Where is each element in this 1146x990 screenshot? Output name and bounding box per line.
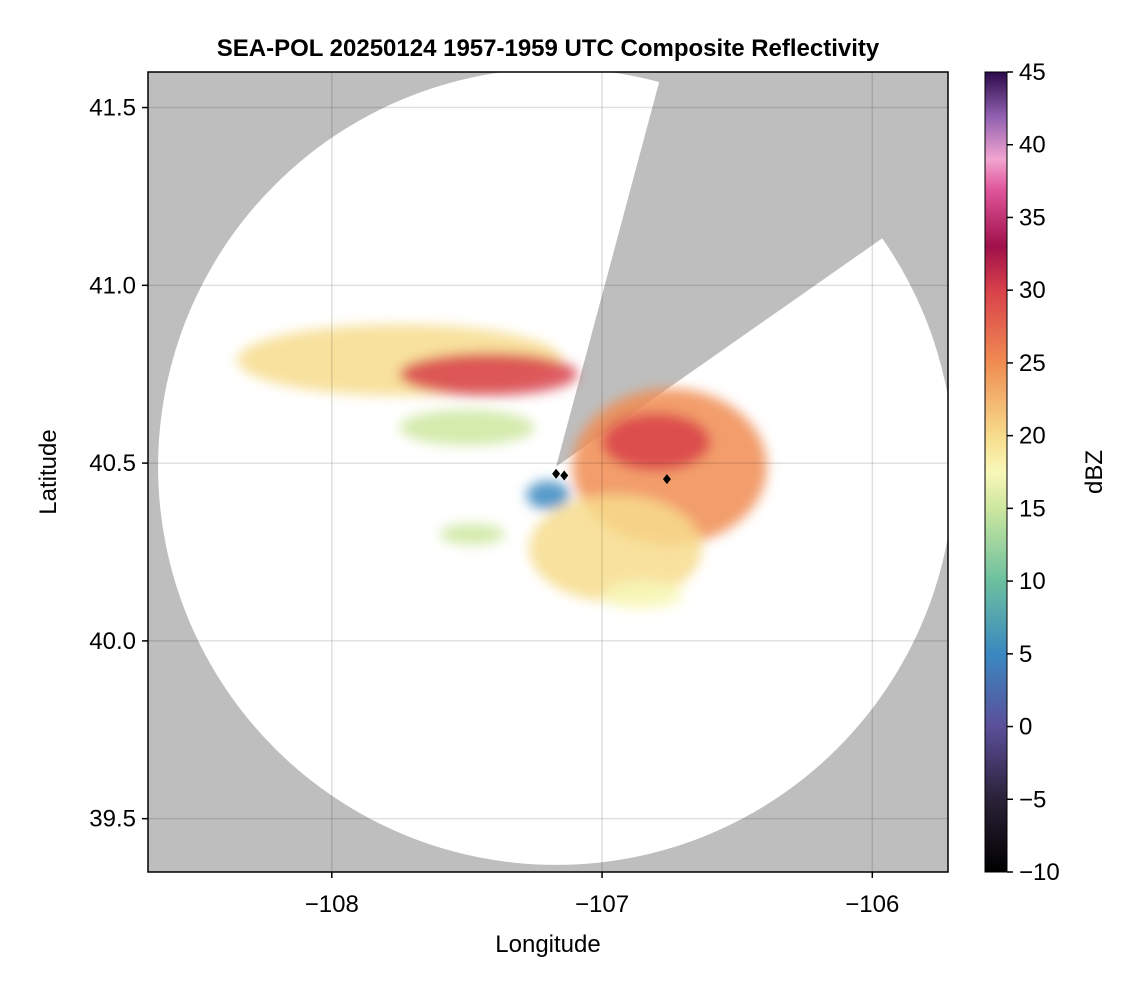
- colorbar-tick-label: −5: [1019, 786, 1046, 813]
- colorbar-tick-label: 15: [1019, 495, 1046, 522]
- point-markers: [552, 468, 671, 485]
- colorbar-tick-label: 30: [1019, 277, 1046, 304]
- point-marker: [662, 474, 671, 485]
- y-tick-label: 40.0: [89, 628, 136, 655]
- point-marker: [552, 468, 561, 479]
- colorbar-tick-label: 25: [1019, 350, 1046, 377]
- colorbar: [984, 71, 1008, 873]
- reflectivity-echoes: [237, 324, 767, 609]
- colorbar-tick-label: 40: [1019, 132, 1046, 159]
- x-axis-label: Longitude: [495, 931, 600, 958]
- gridlines: [148, 72, 948, 872]
- chart-title: SEA-POL 20250124 1957-1959 UTC Composite…: [217, 35, 880, 62]
- x-tick-label: −106: [845, 891, 899, 918]
- colorbar-label: dBZ: [1081, 450, 1108, 494]
- y-tick-label: 41.5: [89, 95, 136, 122]
- echo-region: [602, 580, 684, 609]
- colorbar-ticks: −10 −5 0 5 10 15 20 25 30 35 40 45: [1007, 59, 1060, 886]
- blocked-sector: [556, 72, 948, 467]
- echo-region: [526, 480, 570, 510]
- echo-region: [439, 523, 505, 545]
- colorbar-tick-label: 35: [1019, 204, 1046, 231]
- colorbar-tick-label: −10: [1019, 859, 1060, 886]
- colorbar-tick-label: 45: [1019, 59, 1046, 86]
- y-axis-ticks: 39.5 40.0 40.5 41.0 41.5: [89, 95, 148, 833]
- echo-region: [529, 495, 703, 602]
- echo-region: [399, 409, 535, 446]
- plot-frame: [147, 71, 949, 873]
- y-tick-label: 39.5: [89, 806, 136, 833]
- echo-region: [602, 413, 711, 471]
- echo-region: [399, 352, 578, 396]
- y-tick-label: 41.0: [89, 272, 136, 299]
- x-tick-label: −108: [305, 891, 359, 918]
- point-marker: [560, 470, 569, 481]
- plot-area: [148, 72, 948, 872]
- x-tick-label: −107: [575, 891, 629, 918]
- y-axis-label: Latitude: [35, 429, 62, 514]
- colorbar-tick-label: 20: [1019, 423, 1046, 450]
- colorbar-tick-label: 10: [1019, 568, 1046, 595]
- x-axis-ticks: −108 −107 −106: [305, 872, 899, 918]
- colorbar-tick-label: 5: [1019, 641, 1032, 668]
- colorbar-tick-label: 0: [1019, 714, 1032, 741]
- y-tick-label: 40.5: [89, 450, 136, 477]
